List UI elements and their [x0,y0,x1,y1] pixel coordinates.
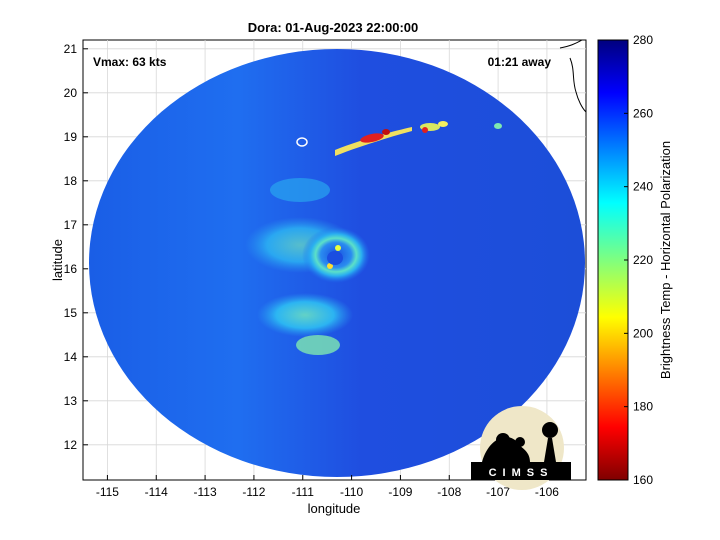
colorbar [597,39,629,481]
eyewall-hotspot [327,263,333,269]
x-tick-label: -110 [340,485,363,499]
vmax-annotation: Vmax: 63 kts [93,55,167,69]
x-tick-label: -109 [388,485,412,499]
chart-title: Dora: 01-Aug-2023 22:00:00 [248,20,419,35]
x-tick-label: -113 [194,485,217,499]
x-tick-label: -112 [242,485,265,499]
rain-band [257,293,353,337]
colorbar-tick-label: 180 [633,400,653,414]
y-axis-ticks: 12 13 14 15 16 17 18 19 20 21 [64,42,88,452]
cimss-logo: CIMSS [471,406,571,490]
y-tick-label: 21 [64,42,78,56]
x-axis-ticks: -115 -114 -113 -112 -111 -110 -109 -108 -107 -106 [96,475,559,499]
time-away-annotation: 01:21 away [488,55,552,69]
logo-text: CIMSS [489,467,554,479]
x-tick-label: -107 [486,485,510,499]
colorbar-tick-label: 160 [633,473,653,487]
convective-core [438,121,448,127]
y-tick-label: 17 [64,218,78,232]
eyewall-hotspot [335,245,341,251]
x-tick-label: -115 [96,485,119,499]
y-axis-label: latitude [50,239,65,281]
y-tick-label: 15 [64,306,78,320]
rain-band [270,178,330,202]
colorbar-tick-label: 260 [633,106,653,120]
colorbar-tick-label: 280 [633,33,653,47]
y-tick-label: 13 [64,394,78,408]
colorbar-tick-label: 200 [633,326,653,340]
colorbar-tick-label: 240 [633,180,653,194]
rain-band [296,335,340,355]
y-tick-label: 12 [64,438,78,452]
colorbar-label: Brightness Temp - Horizontal Polarizatio… [658,141,673,379]
convective-core [360,133,384,143]
y-tick-label: 16 [64,262,78,276]
x-tick-label: -114 [145,485,168,499]
microwave-swath [89,40,586,477]
y-tick-label: 19 [64,130,78,144]
convective-core [296,137,308,147]
x-axis-label: longitude [308,501,361,516]
coastline [559,40,586,113]
y-tick-label: 18 [64,174,78,188]
convective-core [494,123,502,129]
x-tick-label: -108 [437,485,461,499]
x-tick-label: -111 [292,485,315,499]
y-tick-label: 14 [64,350,78,364]
eye [327,251,343,265]
colorbar-tick-label: 220 [633,253,653,267]
convective-core [422,127,428,133]
x-tick-label: -106 [535,485,559,499]
colorbar-ticks: 160 180 200 220 240 260 280 [624,33,653,487]
y-tick-label: 20 [64,86,78,100]
convective-core [382,129,390,135]
